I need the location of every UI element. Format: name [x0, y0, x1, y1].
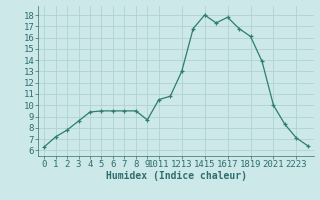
X-axis label: Humidex (Indice chaleur): Humidex (Indice chaleur) [106, 171, 246, 181]
